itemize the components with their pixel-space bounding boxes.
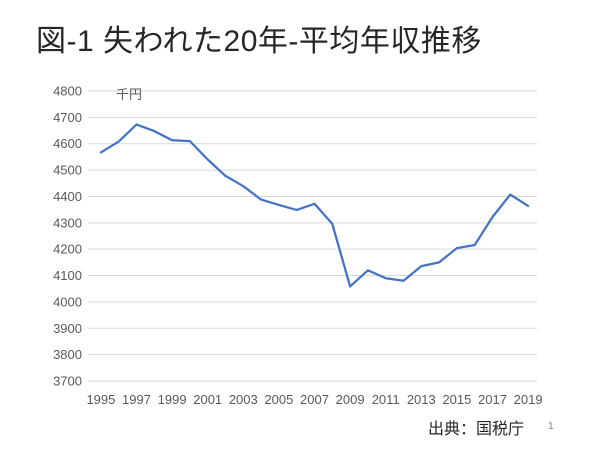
source-caption: 出典：国税庁 <box>427 421 524 438</box>
y-axis-unit-label: 千円 <box>116 87 143 102</box>
y-axis-tick-label: 4100 <box>53 268 82 283</box>
y-axis-tick-label: 3900 <box>53 321 82 336</box>
y-axis-tick-label: 4200 <box>53 242 82 257</box>
y-axis-tick-label: 4400 <box>53 189 82 204</box>
y-axis-tick-label: 4700 <box>53 110 82 125</box>
x-axis-tick-label: 2011 <box>372 392 400 407</box>
x-axis-tick-label: 1999 <box>158 392 187 407</box>
x-axis-tick-label: 2007 <box>300 392 329 407</box>
y-axis-tick-label: 4000 <box>53 294 82 309</box>
x-axis-tick-label: 2001 <box>193 392 222 407</box>
page-number: 1 <box>548 421 554 432</box>
x-axis-tick-label: 1997 <box>122 392 151 407</box>
y-axis-tick-label: 4500 <box>53 163 82 178</box>
y-axis-tick-label: 3700 <box>53 374 82 389</box>
y-axis-tick-label: 4600 <box>53 136 82 151</box>
x-axis-tick-label: 1995 <box>86 392 115 407</box>
x-axis-tick-label: 2013 <box>407 392 436 407</box>
x-axis-tick-label: 2003 <box>229 392 258 407</box>
x-axis-tick-label: 2017 <box>478 392 507 407</box>
income-line-series <box>99 123 530 288</box>
y-axis-tick-label: 4800 <box>53 84 82 99</box>
x-axis-tick-label: 2009 <box>336 392 365 407</box>
page-title: 図-1 失われた20年-平均年収推移 <box>36 25 482 58</box>
y-axis-tick-label: 4300 <box>53 215 82 230</box>
y-axis-tick-label: 3800 <box>53 347 82 362</box>
x-axis-tick-label: 2005 <box>264 392 293 407</box>
x-axis-tick-label: 2015 <box>442 392 471 407</box>
x-axis-tick-label: 2019 <box>514 392 543 407</box>
